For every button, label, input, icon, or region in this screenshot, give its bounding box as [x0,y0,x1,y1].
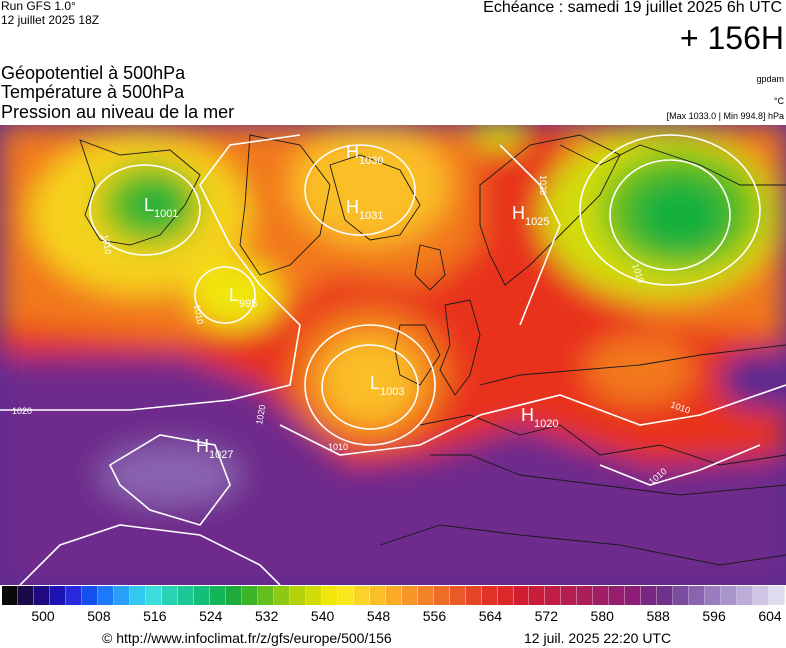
pressure-stats: [Max 1033.0 | Min 994.8] hPa [666,111,784,121]
color-swatch [465,586,482,605]
high-center: H1031 [346,197,383,222]
color-swatch [529,586,546,605]
color-swatch [369,586,386,605]
layer-temperature: Température à 500hPa [1,82,185,102]
color-swatch [561,586,578,605]
color-swatch [625,586,642,605]
color-swatch [433,586,450,605]
layer-pressure: Pression au niveau de la mer [1,102,235,122]
color-swatch [401,586,418,605]
color-swatch [177,586,194,605]
color-scale [2,586,786,605]
low-center: L995 [229,285,257,310]
coastlines [79,134,786,566]
color-swatch [289,586,306,605]
scale-tick-label: 548 [366,608,391,624]
scale-tick-label: 596 [702,608,726,624]
color-swatch [481,586,498,605]
color-swatch [353,586,370,605]
echeance: Echéance : samedi 19 juillet 2025 6h UTC [483,0,782,16]
color-swatch [449,586,466,605]
unit-celsius: °C [773,96,784,106]
color-swatch [609,586,626,605]
scale-tick-label: 588 [646,608,670,624]
color-swatch [209,586,226,605]
color-swatch [417,586,434,605]
color-swatch [385,586,402,605]
color-swatch [737,586,754,605]
isobar-label: 1010 [192,304,205,325]
color-swatch [321,586,338,605]
scale-tick-label: 516 [143,608,167,624]
color-swatch [577,586,594,605]
unit-gpdam: gpdam [756,74,784,84]
low-center: L1001 [144,195,179,220]
scale-tick-label: 540 [310,608,335,624]
run-label: Run GFS 1.0° [1,0,76,13]
color-swatch [545,586,562,605]
isobar-label: 1020 [254,404,267,425]
scale-tick-label: 556 [422,608,447,624]
isobar-label: 1010 [328,442,348,452]
color-swatch [97,586,114,605]
low-center: L1003 [370,373,405,398]
pressure-centers: H1030 H1031 H1025 H1027 H1020 L1001 L995… [144,142,558,461]
color-swatch [305,586,322,605]
scale-tick-label: 508 [87,608,111,624]
color-swatch [33,586,50,605]
lead-time: + 156H [679,20,784,56]
generated-timestamp: 12 juil. 2025 22:20 UTC [524,630,672,646]
color-swatch [225,586,242,605]
color-swatch [17,586,34,605]
high-center: H1025 [512,203,549,228]
color-swatch [497,586,514,605]
scale-tick-label: 572 [534,608,558,624]
run-date: 12 juillet 2025 18Z [1,13,100,27]
scale-tick-label: 564 [478,608,503,624]
weather-map[interactable]: H1030 H1031 H1025 H1027 H1020 L1001 L995… [0,125,786,585]
color-swatch [673,586,690,605]
color-swatch [257,586,274,605]
color-swatch [705,586,722,605]
color-swatch [593,586,610,605]
color-swatch [193,586,210,605]
geopotential-shading [0,125,786,585]
color-swatch [657,586,674,605]
scale-tick-label: 532 [255,608,279,624]
color-swatch [145,586,162,605]
color-swatch [113,586,130,605]
scale-tick-label: 604 [758,608,782,624]
scale-tick-label: 500 [31,608,55,624]
color-swatch [753,586,770,605]
color-swatch [129,586,146,605]
color-swatch [721,586,738,605]
scale-tick-label: 580 [590,608,614,624]
high-center: H1020 [521,405,558,430]
color-swatch [769,586,786,605]
color-swatch [161,586,178,605]
color-swatch [273,586,290,605]
color-swatch [689,586,706,605]
color-scale-ticks: 500 508 516 524 532 540 548 556 564 572 580 588 596 6… [0,608,786,626]
color-swatch [337,586,354,605]
color-swatch [513,586,530,605]
isobar-label: 1020 [538,175,548,195]
color-swatch [641,586,658,605]
source-url[interactable]: © http://www.infoclimat.fr/z/gfs/europe/… [102,630,392,646]
isobars [0,134,786,585]
isobar-label: 1010 [100,234,113,255]
scale-tick-label: 524 [199,608,223,624]
color-swatch [65,586,82,605]
color-swatch [81,586,98,605]
layer-geopotential: Géopotentiel à 500hPa [1,63,186,83]
color-swatch [49,586,66,605]
high-center: H1027 [196,436,233,461]
isobar-labels: 1020 1020 1010 1010 1010 1010 1020 1010 … [12,175,692,487]
color-swatch [241,586,258,605]
isobar-label: 1020 [12,406,32,416]
high-center: H1030 [346,142,383,167]
color-swatch [2,586,18,605]
